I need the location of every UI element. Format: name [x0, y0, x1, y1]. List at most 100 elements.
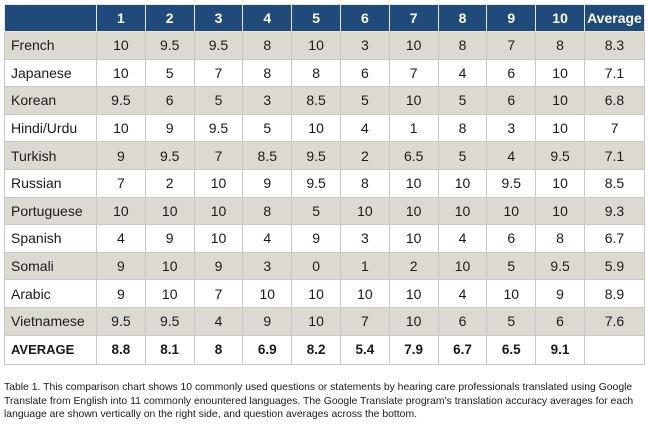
score-cell: 5 — [242, 113, 293, 143]
score-cell: 4 — [339, 113, 390, 143]
header-question-1: 1 — [96, 4, 146, 32]
score-cell: 10 — [535, 196, 585, 226]
score-cell: 6.5 — [388, 141, 439, 170]
score-cell: 9.5 — [486, 168, 537, 198]
header-question-2: 2 — [144, 4, 195, 32]
header-row: 1 2 3 4 5 6 7 8 9 10 Average — [4, 4, 645, 32]
score-cell: 9.5 — [144, 141, 195, 170]
score-cell: 3 — [339, 224, 390, 253]
question-average-10: 9.1 — [535, 334, 585, 365]
table-row: Vietnamese 9.5 9.5 4 9 10 7 10 6 5 6 7.6 — [4, 306, 645, 336]
language-average: 8.5 — [583, 168, 645, 198]
score-cell: 10 — [96, 113, 146, 143]
score-cell: 7 — [486, 31, 537, 60]
score-cell: 8 — [242, 58, 293, 88]
score-cell: 9 — [96, 251, 146, 281]
score-cell: 2 — [144, 168, 195, 198]
score-cell: 10 — [486, 196, 537, 226]
score-cell: 10 — [388, 224, 439, 253]
score-cell: 5 — [339, 86, 390, 115]
table-row: Portuguese 10 10 10 8 5 10 10 10 10 10 9.3 — [4, 196, 645, 226]
score-cell: 10 — [193, 168, 244, 198]
score-cell: 8 — [535, 31, 585, 60]
score-cell: 10 — [96, 31, 146, 60]
table-row: Arabic 9 10 7 10 10 10 10 4 10 9 8.9 — [4, 279, 645, 308]
score-cell: 9.5 — [193, 31, 244, 60]
language-average: 6.8 — [583, 86, 645, 115]
score-cell: 9.5 — [291, 168, 341, 198]
score-cell: 10 — [144, 196, 195, 226]
score-cell: 10 — [388, 279, 439, 308]
score-cell: 10 — [242, 279, 293, 308]
score-cell: 1 — [388, 113, 439, 143]
language-name: French — [4, 31, 97, 60]
table-caption: Table 1. This comparison chart shows 10 … — [4, 382, 634, 420]
score-cell: 3 — [242, 251, 293, 281]
header-question-6: 6 — [339, 4, 390, 32]
header-question-4: 4 — [242, 4, 293, 32]
score-cell: 8 — [242, 31, 293, 60]
score-cell: 4 — [96, 224, 146, 253]
score-cell: 9 — [291, 224, 341, 253]
score-cell: 8 — [339, 168, 390, 198]
question-average-4: 6.9 — [242, 334, 293, 365]
question-average-9: 6.5 — [486, 334, 537, 365]
table-header: 1 2 3 4 5 6 7 8 9 10 Average — [4, 4, 645, 32]
score-cell: 10 — [535, 86, 585, 115]
score-cell: 10 — [144, 279, 195, 308]
score-cell: 3 — [486, 113, 537, 143]
score-cell: 10 — [535, 113, 585, 143]
score-cell: 6 — [339, 58, 390, 88]
score-cell: 8.5 — [291, 86, 341, 115]
score-cell: 8 — [291, 58, 341, 88]
language-average: 7.1 — [583, 141, 645, 170]
score-cell: 6 — [486, 224, 537, 253]
score-cell: 10 — [291, 31, 341, 60]
score-cell: 9.5 — [144, 31, 195, 60]
table-row: Korean 9.5 6 5 3 8.5 5 10 5 6 10 6.8 — [4, 86, 645, 115]
score-cell: 8.5 — [242, 141, 293, 170]
header-question-9: 9 — [486, 4, 537, 32]
score-cell: 9.5 — [291, 141, 341, 170]
question-average-6: 5.4 — [339, 334, 390, 365]
score-cell: 0 — [291, 251, 341, 281]
average-row-label: AVERAGE — [4, 334, 97, 365]
header-question-3: 3 — [193, 4, 244, 32]
language-name: Spanish — [4, 224, 97, 253]
score-cell: 10 — [96, 58, 146, 88]
score-cell: 7 — [193, 58, 244, 88]
score-cell: 4 — [437, 224, 488, 253]
score-cell: 7 — [193, 279, 244, 308]
score-cell: 5 — [437, 86, 488, 115]
language-name: Somali — [4, 251, 97, 281]
score-cell: 10 — [193, 224, 244, 253]
score-cell: 2 — [339, 141, 390, 170]
score-cell: 3 — [242, 86, 293, 115]
language-average: 7.6 — [583, 306, 645, 336]
score-cell: 10 — [437, 168, 488, 198]
score-cell: 4 — [242, 224, 293, 253]
score-cell: 5 — [193, 86, 244, 115]
score-cell: 10 — [144, 251, 195, 281]
score-cell: 9 — [193, 251, 244, 281]
score-cell: 8 — [437, 113, 488, 143]
score-cell: 6 — [486, 58, 537, 88]
question-average-1: 8.8 — [96, 334, 146, 365]
table-row: Hindi/Urdu 10 9 9.5 5 10 4 1 8 3 10 7 — [4, 113, 645, 143]
score-cell: 10 — [535, 168, 585, 198]
score-cell: 6 — [486, 86, 537, 115]
language-name: Portuguese — [4, 196, 97, 226]
table-row: Turkish 9 9.5 7 8.5 9.5 2 6.5 5 4 9.5 7.1 — [4, 141, 645, 170]
score-cell: 7 — [193, 141, 244, 170]
language-average: 8.3 — [583, 31, 645, 60]
score-cell: 5 — [486, 306, 537, 336]
score-cell: 10 — [291, 113, 341, 143]
language-name: Russian — [4, 168, 97, 198]
table-footer: AVERAGE 8.8 8.1 8 6.9 8.2 5.4 7.9 6.7 6.… — [4, 334, 645, 365]
score-cell: 10 — [388, 86, 439, 115]
overall-average-cell — [583, 334, 645, 365]
score-cell: 6 — [535, 306, 585, 336]
average-row: AVERAGE 8.8 8.1 8 6.9 8.2 5.4 7.9 6.7 6.… — [4, 334, 645, 365]
score-cell: 9 — [96, 279, 146, 308]
table-row: French 10 9.5 9.5 8 10 3 10 8 7 8 8.3 — [4, 31, 645, 60]
